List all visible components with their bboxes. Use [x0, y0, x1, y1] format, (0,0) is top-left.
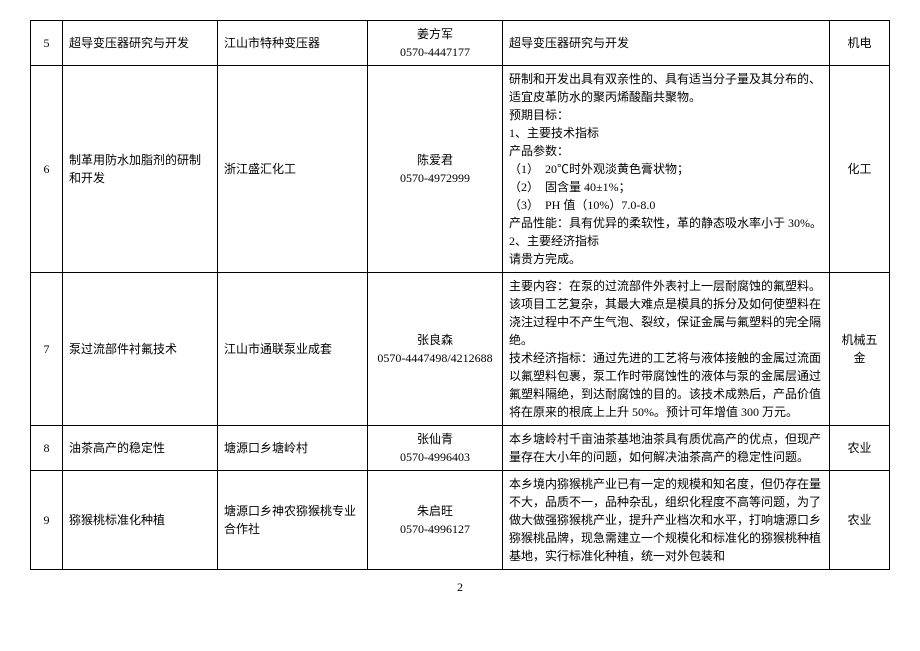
page-number: 2 [30, 580, 890, 595]
cell-desc: 研制和开发出具有双亲性的、具有适当分子量及其分布的、适宜皮革防水的聚丙烯酸酯共聚… [503, 66, 830, 273]
cell-index: 9 [31, 471, 63, 570]
document-page: 5超导变压器研究与开发江山市特种变压器姜方军 0570-4447177超导变压器… [30, 20, 890, 595]
table-row: 5超导变压器研究与开发江山市特种变压器姜方军 0570-4447177超导变压器… [31, 21, 890, 66]
cell-category: 机电 [830, 21, 890, 66]
table-body: 5超导变压器研究与开发江山市特种变压器姜方军 0570-4447177超导变压器… [31, 21, 890, 570]
cell-org: 江山市特种变压器 [218, 21, 368, 66]
cell-org: 塘源口乡神农猕猴桃专业合作社 [218, 471, 368, 570]
cell-name: 油茶高产的稳定性 [63, 426, 218, 471]
cell-org: 江山市通联泵业成套 [218, 273, 368, 426]
cell-category: 农业 [830, 426, 890, 471]
cell-contact: 姜方军 0570-4447177 [368, 21, 503, 66]
cell-index: 8 [31, 426, 63, 471]
cell-contact: 陈爱君 0570-4972999 [368, 66, 503, 273]
cell-index: 7 [31, 273, 63, 426]
cell-category: 化工 [830, 66, 890, 273]
cell-name: 制革用防水加脂剂的研制和开发 [63, 66, 218, 273]
cell-contact: 张仙青 0570-4996403 [368, 426, 503, 471]
cell-desc: 本乡境内猕猴桃产业已有一定的规模和知名度，但仍存在量不大，品质不一，品种杂乱，组… [503, 471, 830, 570]
cell-category: 机械五金 [830, 273, 890, 426]
cell-desc: 本乡塘岭村千亩油茶基地油茶具有质优高产的优点，但现产量存在大小年的问题，如何解决… [503, 426, 830, 471]
cell-name: 泵过流部件衬氟技术 [63, 273, 218, 426]
cell-desc: 主要内容：在泵的过流部件外表衬上一层耐腐蚀的氟塑料。该项目工艺复杂，其最大难点是… [503, 273, 830, 426]
data-table: 5超导变压器研究与开发江山市特种变压器姜方军 0570-4447177超导变压器… [30, 20, 890, 570]
cell-category: 农业 [830, 471, 890, 570]
table-row: 8油茶高产的稳定性塘源口乡塘岭村张仙青 0570-4996403本乡塘岭村千亩油… [31, 426, 890, 471]
cell-index: 6 [31, 66, 63, 273]
cell-name: 超导变压器研究与开发 [63, 21, 218, 66]
table-row: 9猕猴桃标准化种植塘源口乡神农猕猴桃专业合作社朱启旺 0570-4996127本… [31, 471, 890, 570]
cell-contact: 张良森 0570-4447498/4212688 [368, 273, 503, 426]
table-row: 6制革用防水加脂剂的研制和开发浙江盛汇化工陈爱君 0570-4972999研制和… [31, 66, 890, 273]
cell-index: 5 [31, 21, 63, 66]
cell-org: 浙江盛汇化工 [218, 66, 368, 273]
cell-contact: 朱启旺 0570-4996127 [368, 471, 503, 570]
cell-org: 塘源口乡塘岭村 [218, 426, 368, 471]
table-row: 7泵过流部件衬氟技术江山市通联泵业成套张良森 0570-4447498/4212… [31, 273, 890, 426]
cell-desc: 超导变压器研究与开发 [503, 21, 830, 66]
cell-name: 猕猴桃标准化种植 [63, 471, 218, 570]
